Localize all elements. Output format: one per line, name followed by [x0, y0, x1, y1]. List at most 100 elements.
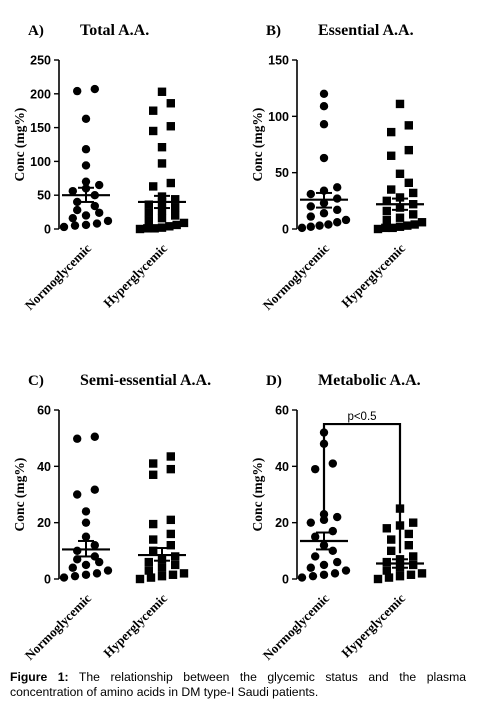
- data-point: [149, 182, 158, 191]
- data-point: [395, 193, 405, 202]
- data-point: [179, 218, 189, 228]
- category-label-normoglycemic: Normoglycemic: [22, 590, 95, 663]
- data-point: [81, 177, 91, 186]
- data-point: [144, 216, 153, 226]
- data-point: [90, 201, 100, 211]
- data-point: [328, 526, 337, 536]
- data-point: [297, 223, 307, 233]
- data-point: [59, 222, 69, 232]
- category-label-hyperglycemic: Hyperglycemic: [338, 590, 408, 660]
- data-point: [157, 563, 167, 572]
- data-point: [308, 571, 318, 581]
- data-point: [165, 222, 174, 231]
- data-point: [319, 101, 329, 111]
- panel-title: Total A.A.: [80, 22, 149, 39]
- data-point: [179, 569, 189, 578]
- data-point: [149, 519, 158, 529]
- data-point: [306, 189, 315, 199]
- data-point: [404, 529, 413, 539]
- data-point: [90, 541, 100, 550]
- panel-letter: D): [266, 373, 282, 389]
- data-point: [149, 470, 158, 479]
- data-point: [144, 557, 153, 567]
- panel-letter: B): [266, 23, 281, 39]
- y-axis-label: Conc (mg%): [12, 108, 27, 182]
- panel-title: Semi-essential A.A.: [80, 372, 211, 389]
- data-point: [81, 518, 91, 527]
- data-point: [150, 224, 159, 233]
- y-tick-label: 100: [268, 110, 289, 124]
- panel-a-total-aa: A) Total A.A. 0 50 100 150 200 250 Conc (mg%) Nor…: [12, 22, 189, 313]
- data-point: [81, 211, 91, 220]
- panel-letter: C): [28, 373, 44, 389]
- y-tick-label: 100: [30, 155, 51, 169]
- data-point: [306, 202, 315, 211]
- data-point: [395, 169, 405, 178]
- data-point: [73, 490, 82, 499]
- data-point: [70, 221, 80, 230]
- data-point: [406, 570, 416, 579]
- data-point: [144, 208, 153, 217]
- data-point: [373, 574, 383, 584]
- figure-caption: Figure 1: The relationship between the g…: [10, 670, 466, 700]
- data-point: [382, 524, 391, 533]
- data-point: [166, 122, 175, 131]
- data-point: [333, 205, 342, 215]
- data-point: [90, 485, 100, 494]
- data-point: [149, 126, 158, 136]
- data-point: [59, 573, 69, 582]
- significance-label: p<0.5: [347, 411, 376, 423]
- data-point: [319, 209, 329, 218]
- data-point: [81, 220, 91, 230]
- data-point: [328, 546, 337, 556]
- y-tick-label: 150: [268, 54, 289, 68]
- data-point: [409, 518, 418, 527]
- category-label-normoglycemic: Normoglycemic: [260, 590, 333, 663]
- category-label-hyperglycemic: Hyperglycemic: [100, 240, 170, 310]
- significance-bracket: [322, 422, 402, 554]
- data-point: [149, 459, 158, 468]
- panel-letter: A): [28, 23, 44, 39]
- data-point: [409, 560, 418, 570]
- data-point: [315, 221, 324, 230]
- data-point: [81, 507, 91, 516]
- data-point: [341, 215, 351, 225]
- data-point: [417, 569, 427, 578]
- data-point: [311, 552, 320, 561]
- data-point: [404, 145, 413, 155]
- data-point: [306, 563, 315, 572]
- data-point: [73, 546, 82, 556]
- y-tick-label: 0: [44, 573, 51, 587]
- data-point: [333, 557, 342, 567]
- category-label-hyperglycemic: Hyperglycemic: [100, 590, 170, 660]
- data-point: [311, 464, 320, 474]
- data-point: [306, 518, 315, 527]
- data-point: [143, 224, 152, 233]
- data-point: [409, 210, 418, 219]
- data-point: [157, 223, 167, 232]
- data-point: [404, 178, 413, 188]
- data-point: [417, 218, 427, 227]
- data-point: [382, 566, 391, 575]
- data-point: [81, 114, 91, 124]
- data-point: [90, 84, 100, 94]
- data-point: [68, 213, 78, 223]
- data-point: [135, 574, 145, 584]
- data-point: [306, 212, 315, 221]
- y-tick-label: 150: [30, 121, 51, 135]
- data-point: [373, 224, 383, 234]
- data-point: [306, 222, 315, 231]
- data-point: [166, 541, 175, 550]
- panel-c-semi-essential-aa: C) Semi-essential A.A. 0 20 40 60 Conc (mg%) No…: [12, 372, 211, 663]
- data-point: [387, 185, 396, 194]
- data-point: [166, 515, 175, 525]
- data-point: [395, 99, 405, 109]
- y-axis-label: Conc (mg%): [12, 458, 27, 532]
- data-point: [328, 459, 337, 468]
- data-point: [171, 203, 180, 212]
- data-point: [157, 159, 167, 168]
- data-point: [81, 161, 91, 170]
- data-point: [404, 121, 413, 130]
- panel-d-metabolic-aa: D) Metabolic A.A. 0 20 40 60 Conc (mg%) Normogl…: [250, 372, 427, 663]
- data-point: [330, 569, 340, 578]
